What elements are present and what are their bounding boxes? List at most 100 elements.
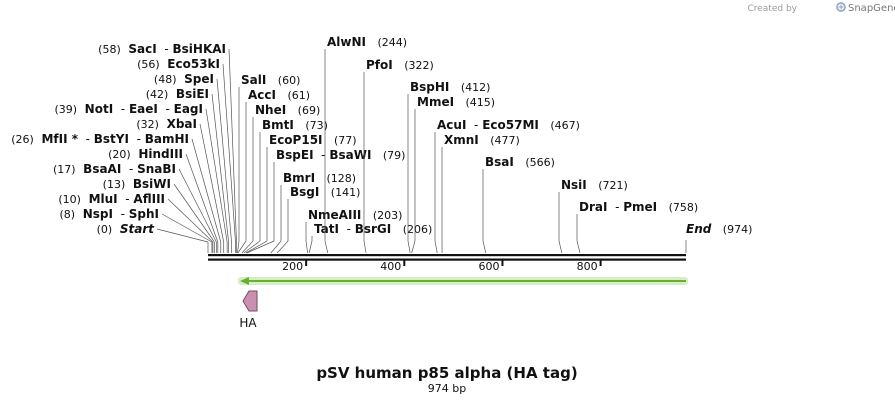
- site-nsii[interactable]: NsiI (721): [558, 178, 628, 254]
- enzyme-name: EagI: [174, 102, 203, 116]
- site-separator: -: [339, 222, 355, 236]
- site-acci[interactable]: AccI (61): [237, 88, 310, 254]
- site-bspei[interactable]: BspEI - BsaWI (79): [246, 148, 406, 254]
- site-connector: [222, 63, 236, 243]
- ha-feature[interactable]: HA: [239, 290, 258, 330]
- enzyme-name: XmnI: [444, 133, 479, 147]
- site-separator: [121, 42, 129, 56]
- site-label: BmtI (73): [262, 118, 328, 132]
- site-position: (42): [146, 88, 169, 101]
- site-hindiii[interactable]: (20) HindIII: [108, 147, 219, 253]
- site-separator: [131, 147, 139, 161]
- site-spei[interactable]: (48) SpeI: [154, 72, 232, 253]
- site-mlui[interactable]: (10) MluI - AflIII: [58, 192, 214, 253]
- site-nspi[interactable]: (8) NspI - SphI: [59, 207, 213, 253]
- site-pfoi[interactable]: PfoI (322): [363, 58, 434, 254]
- enzyme-name: BspHI: [410, 80, 449, 94]
- tick-label: 600: [478, 260, 499, 273]
- site-bmri[interactable]: BmrI (128): [270, 171, 356, 254]
- site-position: (13): [103, 178, 126, 191]
- ruler-ticks: 200 400 600 800: [282, 260, 602, 273]
- site-eco53ki[interactable]: (56) Eco53kI: [137, 57, 236, 253]
- site-label: DraI - PmeI (758): [579, 200, 698, 214]
- site-label: NmeAIII (203): [308, 208, 402, 222]
- enzyme-name: MluI: [89, 192, 118, 206]
- enzyme-name: BmrI: [283, 171, 315, 185]
- site-separator: -: [78, 132, 94, 146]
- site-mmei[interactable]: MmeI (415): [411, 95, 496, 254]
- site-separator: [323, 133, 334, 147]
- site-label: BsgI (141): [290, 185, 360, 199]
- site-label: (48) SpeI: [154, 72, 214, 86]
- site-separator: [454, 95, 465, 109]
- site-acui[interactable]: AcuI - Eco57MI (467): [434, 118, 580, 254]
- enzyme-name: AflIII: [133, 192, 165, 206]
- site-position: (415): [466, 96, 496, 109]
- enzyme-name: BsaI: [485, 155, 514, 169]
- site-bsgi[interactable]: BsgI (141): [276, 185, 360, 254]
- site-bsai[interactable]: BsaI (566): [482, 155, 555, 254]
- site-separator: [160, 57, 168, 71]
- site-separator: [286, 103, 297, 117]
- site-label: (26) MfII * - BstYI - BamHI: [11, 132, 189, 146]
- site-connector: [167, 198, 214, 243]
- site-connector: [156, 228, 209, 243]
- site-mfii[interactable]: (26) MfII * - BstYI - BamHI: [11, 132, 222, 253]
- enzyme-name: NmeAIII: [308, 208, 361, 222]
- site-ecop15i[interactable]: EcoP15I (77): [245, 133, 357, 254]
- site-label: TatI - BsrGI (206): [314, 222, 432, 236]
- site-start[interactable]: (0) Start: [97, 222, 209, 253]
- site-xmni[interactable]: XmnI (477): [441, 133, 520, 254]
- site-bsiwi[interactable]: (13) BsiWI: [103, 177, 215, 253]
- site-separator: -: [466, 118, 482, 132]
- site-label: (32) XbaI: [136, 117, 197, 131]
- site-position: (69): [298, 104, 321, 117]
- enzyme-name: Eco53kI: [167, 57, 220, 71]
- site-connector: [185, 153, 219, 243]
- enzyme-name: DraI: [579, 200, 607, 214]
- site-position: (477): [490, 134, 520, 147]
- site-position: (244): [377, 36, 407, 49]
- site-xbai[interactable]: (32) XbaI: [136, 117, 225, 253]
- enzyme-name: NsiI: [561, 178, 587, 192]
- site-position: (39): [54, 103, 77, 116]
- enzyme-name: BsgI: [290, 185, 319, 199]
- site-connector: [178, 168, 217, 243]
- site-separator: [112, 222, 120, 236]
- site-connector: [363, 72, 367, 254]
- site-separator: [168, 87, 176, 101]
- site-position: (0): [97, 223, 113, 236]
- site-nhei[interactable]: NheI (69): [241, 103, 320, 254]
- site-separator: -: [314, 148, 330, 162]
- site-bsphi[interactable]: BspHI (412): [407, 80, 490, 254]
- site-bmti[interactable]: BmtI (73): [243, 118, 328, 254]
- site-separator: [479, 133, 490, 147]
- site-position: (758): [669, 201, 699, 214]
- site-bsaai[interactable]: (17) BsaAI - SnaBI: [53, 162, 217, 253]
- site-position: (203): [373, 209, 403, 222]
- enzyme-name: BsrGI: [355, 222, 392, 236]
- site-separator: [371, 148, 382, 162]
- site-position: (58): [98, 43, 121, 56]
- site-drai[interactable]: DraI - PmeI (758): [576, 200, 698, 254]
- site-noti[interactable]: (39) NotI - EaeI - EagI: [54, 102, 228, 253]
- site-separator: [34, 132, 42, 146]
- site-position: (32): [136, 118, 159, 131]
- site-connector: [558, 192, 563, 254]
- site-nmeaiii[interactable]: NmeAIII (203): [305, 208, 402, 254]
- site-tati[interactable]: TatI - BsrGI (206): [308, 222, 432, 254]
- site-end[interactable]: End (974): [685, 222, 752, 253]
- site-label: (17) BsaAI - SnaBI: [53, 162, 176, 176]
- tick-label: 400: [380, 260, 401, 273]
- site-bsiei[interactable]: (42) BsiEI: [146, 87, 229, 253]
- site-separator: [587, 178, 598, 192]
- site-sali[interactable]: SalI (60): [237, 73, 300, 254]
- site-label: BspHI (412): [410, 80, 490, 94]
- site-alwni[interactable]: AlwNI (244): [324, 35, 407, 254]
- site-connector: [305, 222, 308, 254]
- site-position: (412): [461, 81, 491, 94]
- site-label: NheI (69): [255, 103, 320, 117]
- site-position: (467): [550, 119, 580, 132]
- site-position: (141): [331, 186, 361, 199]
- site-saci[interactable]: (58) SacI - BsiHKAI: [98, 42, 237, 253]
